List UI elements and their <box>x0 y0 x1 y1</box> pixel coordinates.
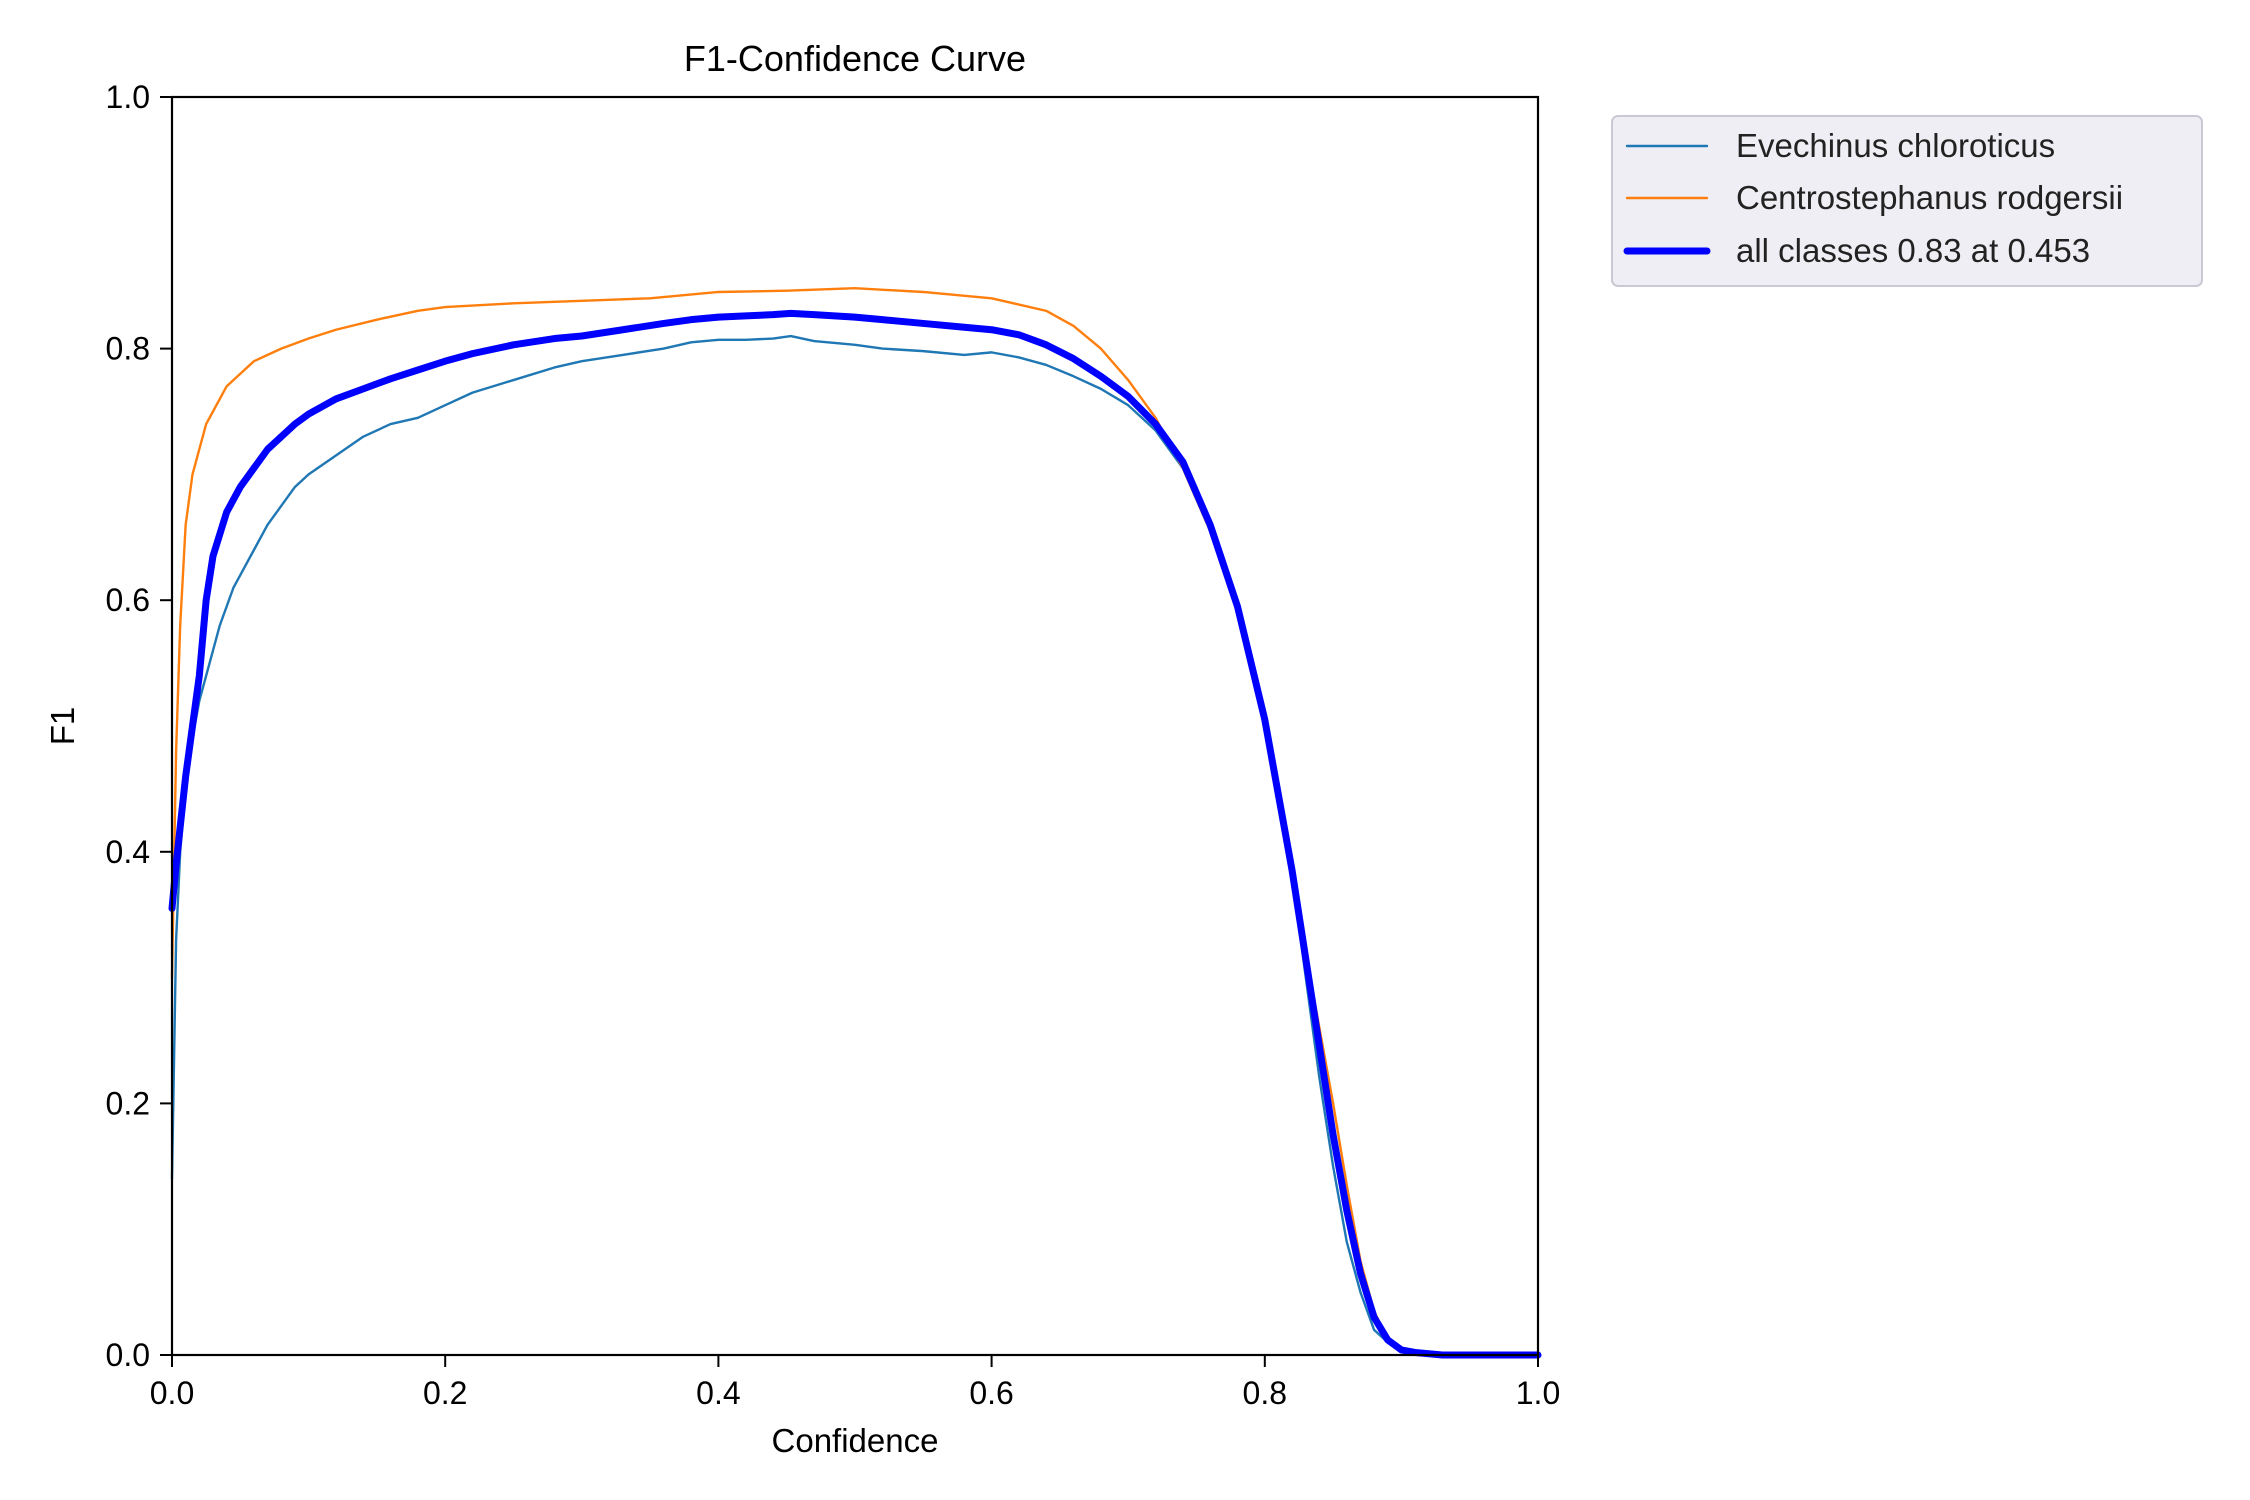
x-tick-label-5: 1.0 <box>1516 1375 1560 1411</box>
x-tick-label-0: 0.0 <box>150 1375 194 1411</box>
y-tick-label-5: 1.0 <box>106 79 150 115</box>
legend-label-all-classes-0-83-at-0-453: all classes 0.83 at 0.453 <box>1736 232 2090 269</box>
y-tick-label-3: 0.6 <box>106 582 150 618</box>
series-layer <box>168 287 1542 1359</box>
series-line-evechinus-chloroticus <box>170 334 1540 1357</box>
x-tick-label-2: 0.4 <box>696 1375 740 1411</box>
x-tick-label-4: 0.8 <box>1243 1375 1287 1411</box>
plot-frame <box>170 95 1540 1357</box>
legend-label-centrostephanus-rodgersii: Centrostephanus rodgersii <box>1736 179 2123 216</box>
legend-label-evechinus-chloroticus: Evechinus chloroticus <box>1736 127 2055 164</box>
legend: Evechinus chloroticus Centrostephanus rod… <box>1611 115 2203 287</box>
x-tick-label-3: 0.6 <box>969 1375 1013 1411</box>
axes-layer: 0.0 0.2 0.4 0.6 0.8 1.0 0.0 0.2 0.4 0.6 0.8 1.0 <box>106 79 1561 1411</box>
y-axis-label: F1 <box>44 707 81 746</box>
x-axis-label: Confidence <box>772 1422 939 1459</box>
y-tick-label-4: 0.8 <box>106 331 150 367</box>
y-tick-label-0: 0.0 <box>106 1337 150 1373</box>
chart-title: F1-Confidence Curve <box>684 38 1026 79</box>
legend-box <box>1611 115 2203 287</box>
y-tick-label-2: 0.4 <box>106 834 150 870</box>
series-line-all-classes-0-83-at-0-453 <box>168 309 1542 1359</box>
y-tick-label-1: 0.2 <box>106 1085 150 1121</box>
x-tick-label-1: 0.2 <box>423 1375 467 1411</box>
